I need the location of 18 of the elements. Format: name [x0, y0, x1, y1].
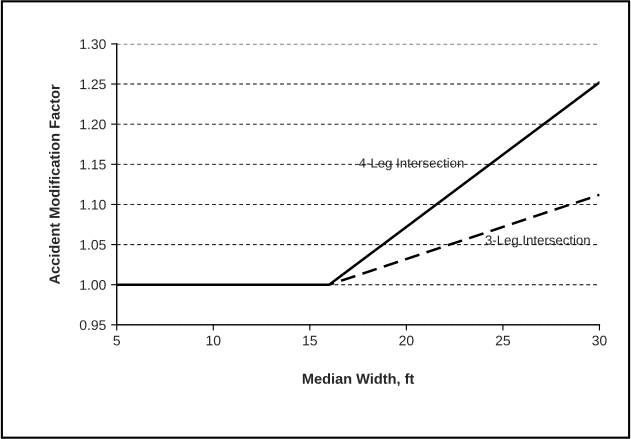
series-label: 4-Leg Intersection — [359, 158, 464, 170]
y-tick-label: 1.25 — [80, 79, 106, 90]
y-tick-label: 1.30 — [80, 39, 106, 50]
y-axis-title: Accident Modification Factor — [49, 84, 60, 284]
y-tick-label: 1.15 — [80, 160, 106, 170]
x-tick-label: 5 — [113, 336, 120, 346]
x-tick-label: 30 — [592, 336, 607, 346]
y-tick-label: 1.00 — [80, 280, 106, 290]
x-axis-title: Median Width, ft — [302, 373, 414, 386]
x-tick-label: 25 — [496, 336, 510, 346]
y-tick-label: 1.05 — [80, 240, 106, 250]
y-tick-label: 0.95 — [80, 320, 106, 330]
x-tick-label: 20 — [399, 336, 414, 346]
x-tick-label: 15 — [303, 336, 317, 346]
y-tick-label: 1.20 — [80, 120, 106, 130]
series-label: 3-Leg Intersection — [485, 235, 590, 248]
y-tick-label: 1.10 — [80, 200, 106, 210]
x-tick-label: 10 — [206, 336, 220, 346]
